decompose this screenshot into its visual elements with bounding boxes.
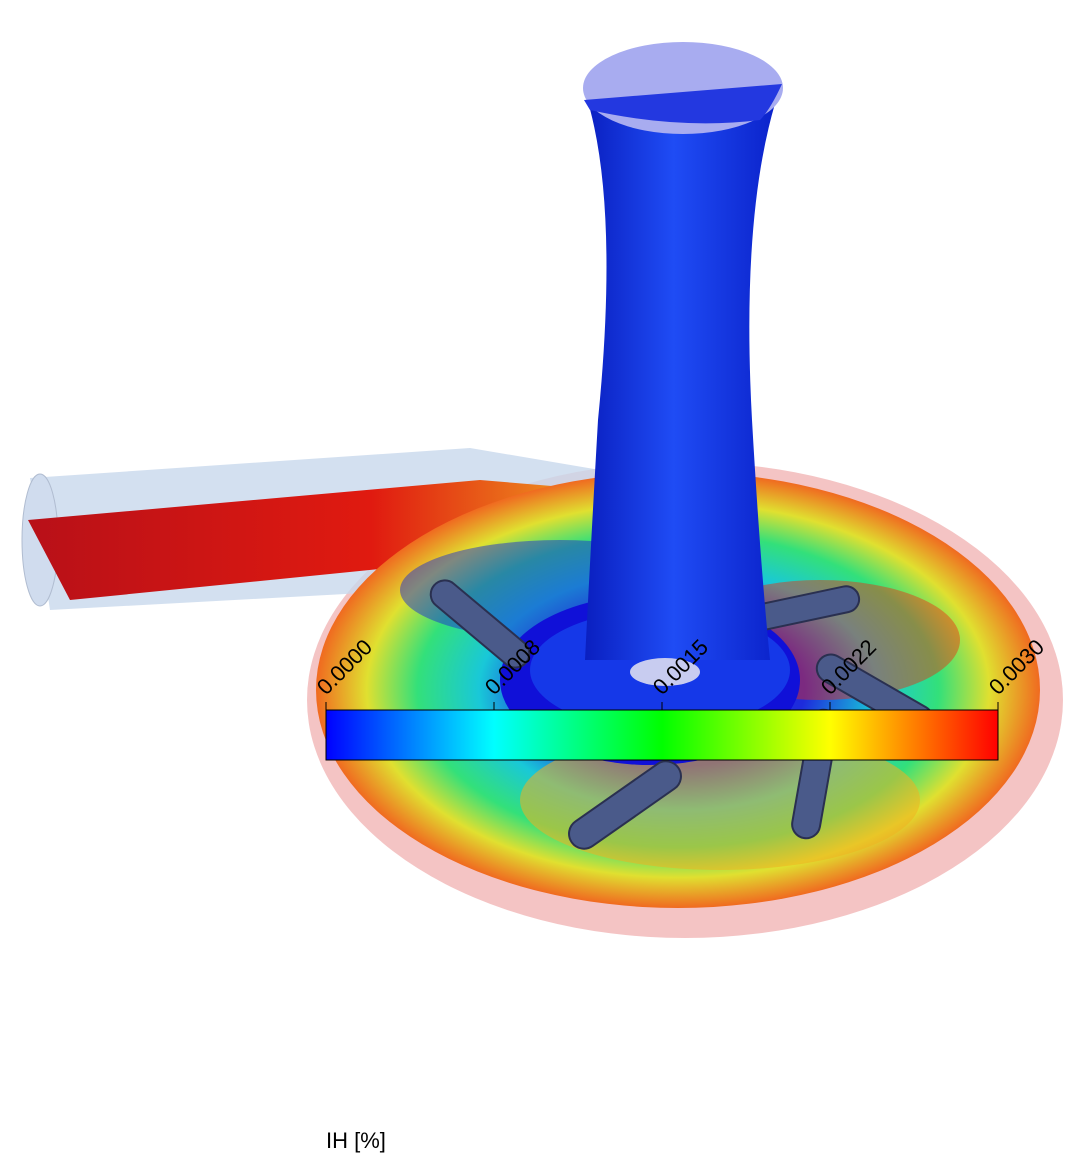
pump-illustration xyxy=(22,42,1063,938)
scene: 0.00000.00080.00150.00220.0030 IH [%] xyxy=(0,0,1082,1160)
colorbar-title: IH [%] xyxy=(326,1128,386,1153)
colorbar-fill xyxy=(326,710,998,760)
